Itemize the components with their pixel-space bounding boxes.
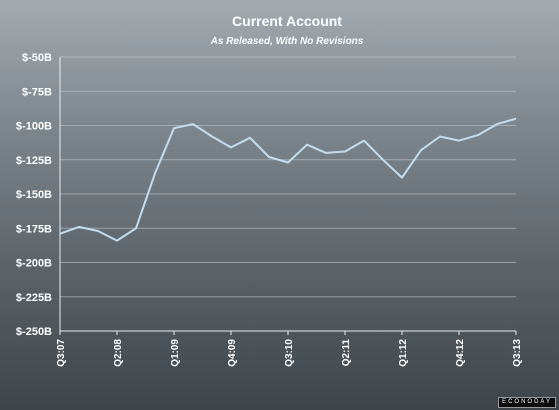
- y-tick-label: $-125B: [16, 155, 52, 167]
- y-tick-label: $-200B: [16, 258, 52, 270]
- chart-title: Current Account: [232, 13, 342, 29]
- y-tick-label: $-50B: [22, 52, 52, 64]
- x-tick-label: Q2:11: [341, 339, 352, 367]
- y-tick-label: $-175B: [16, 223, 52, 235]
- y-tick-label: $-225B: [16, 292, 52, 304]
- x-axis-ticks: Q3:07 Q2:08 Q1:09 Q4:09 Q3:10 Q2:11 Q1:12 Q4:12…: [56, 331, 523, 367]
- series-layer: [59, 117, 517, 242]
- y-tick-label: $-75B: [22, 86, 52, 98]
- x-tick-label: Q2:08: [113, 339, 124, 367]
- grid-lines: [60, 56, 516, 332]
- y-tick-label: $-150B: [16, 189, 52, 201]
- y-tick-label: $-100B: [16, 121, 52, 133]
- x-tick-label: Q4:09: [227, 339, 238, 367]
- x-tick-label: Q3:07: [56, 339, 67, 367]
- x-tick-label: Q3:13: [512, 339, 523, 367]
- chart-subtitle: As Released, With No Revisions: [210, 36, 364, 47]
- econoday-logo: ECONODAY: [498, 397, 556, 408]
- y-tick-label: $-250B: [16, 326, 52, 338]
- y-axis-ticks: $-50B $-75B $-100B $-125B $-150B $-175B $-200B…: [16, 52, 52, 338]
- series-line: [59, 117, 517, 242]
- x-tick-label: Q1:12: [398, 339, 409, 367]
- x-tick-label: Q3:10: [284, 339, 295, 367]
- x-tick-label: Q1:09: [170, 339, 181, 367]
- x-tick-label: Q4:12: [455, 339, 466, 367]
